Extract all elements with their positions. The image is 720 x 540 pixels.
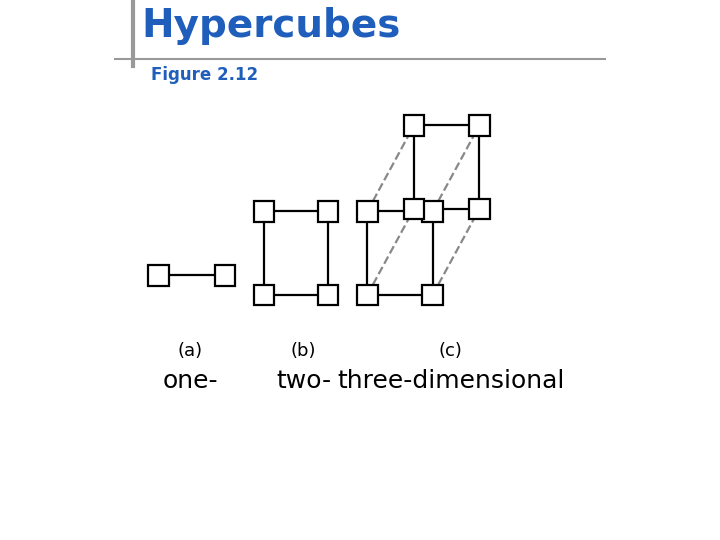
Text: MORGAN KAUFMANN: MORGAN KAUFMANN xyxy=(22,525,79,530)
Text: two-: two- xyxy=(276,369,331,393)
Text: 78: 78 xyxy=(681,509,698,523)
Text: Figure 2.12: Figure 2.12 xyxy=(151,66,258,84)
Bar xyxy=(318,285,338,305)
Bar xyxy=(318,201,338,221)
Bar xyxy=(404,115,424,136)
Text: MK: MK xyxy=(22,503,53,521)
Bar xyxy=(469,199,490,219)
Text: Copyright © 2010, Elsevier Inc.  All rights Reserved: Copyright © 2010, Elsevier Inc. All righ… xyxy=(181,509,539,523)
Text: one-: one- xyxy=(163,369,218,393)
Bar xyxy=(254,201,274,221)
Bar xyxy=(357,201,378,221)
Text: Hypercubes: Hypercubes xyxy=(141,8,401,45)
Bar xyxy=(404,199,424,219)
Bar xyxy=(215,265,235,286)
Text: three-dimensional: three-dimensional xyxy=(337,369,564,393)
Bar xyxy=(423,201,443,221)
Bar xyxy=(357,285,378,305)
Bar xyxy=(148,265,169,286)
Bar xyxy=(423,285,443,305)
Bar xyxy=(254,285,274,305)
Text: (a): (a) xyxy=(178,342,203,360)
Bar xyxy=(469,115,490,136)
Text: (b): (b) xyxy=(291,342,316,360)
Text: (c): (c) xyxy=(439,342,463,360)
